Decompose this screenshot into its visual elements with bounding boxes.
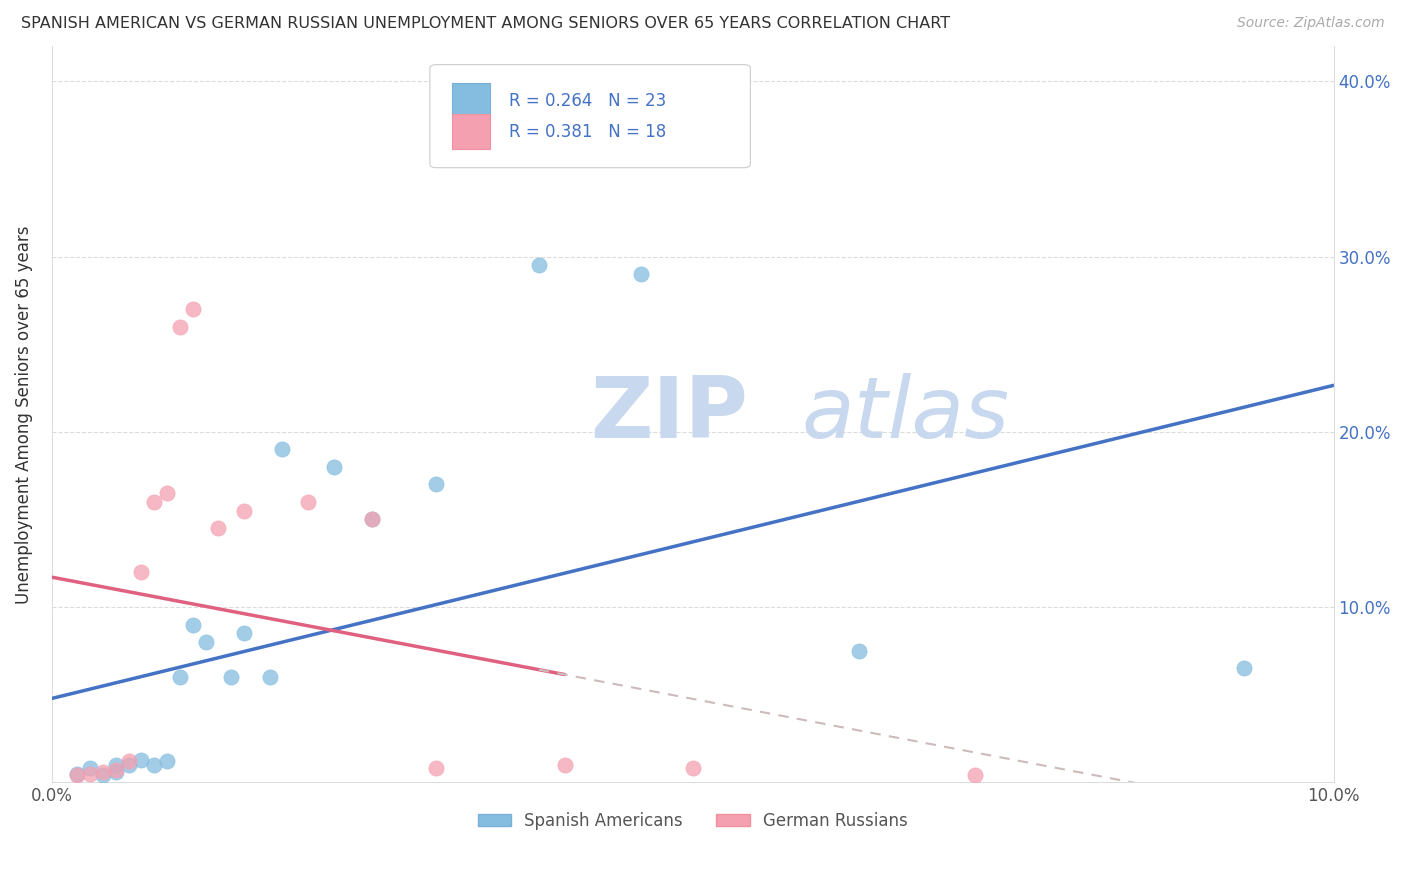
- Point: [194, 635, 217, 649]
- Point: [156, 754, 179, 768]
- Point: [271, 442, 294, 457]
- Point: [104, 763, 127, 777]
- Point: [963, 768, 986, 782]
- Point: [118, 754, 141, 768]
- Point: [79, 761, 101, 775]
- Point: [169, 319, 191, 334]
- Text: SPANISH AMERICAN VS GERMAN RUSSIAN UNEMPLOYMENT AMONG SENIORS OVER 65 YEARS CORR: SPANISH AMERICAN VS GERMAN RUSSIAN UNEMP…: [21, 16, 950, 31]
- Point: [361, 512, 384, 526]
- Point: [66, 766, 89, 780]
- Point: [630, 267, 652, 281]
- Point: [233, 626, 256, 640]
- Point: [322, 459, 344, 474]
- Point: [181, 617, 204, 632]
- Bar: [451, 114, 491, 149]
- Text: atlas: atlas: [801, 373, 1010, 456]
- Point: [682, 761, 704, 775]
- Point: [79, 766, 101, 780]
- Text: Source: ZipAtlas.com: Source: ZipAtlas.com: [1237, 16, 1385, 30]
- Legend: Spanish Americans, German Russians: Spanish Americans, German Russians: [471, 805, 914, 837]
- Point: [233, 504, 256, 518]
- Point: [66, 768, 89, 782]
- Bar: [451, 83, 491, 119]
- Point: [118, 757, 141, 772]
- Point: [181, 302, 204, 317]
- Point: [219, 670, 242, 684]
- Point: [131, 753, 153, 767]
- Point: [425, 477, 447, 491]
- Point: [169, 670, 191, 684]
- Point: [297, 495, 319, 509]
- FancyBboxPatch shape: [430, 64, 751, 168]
- Point: [143, 495, 166, 509]
- Point: [156, 486, 179, 500]
- Point: [848, 644, 870, 658]
- Point: [553, 757, 575, 772]
- Point: [104, 764, 127, 779]
- Y-axis label: Unemployment Among Seniors over 65 years: Unemployment Among Seniors over 65 years: [15, 225, 32, 604]
- Point: [91, 768, 114, 782]
- Point: [259, 670, 281, 684]
- Point: [104, 757, 127, 772]
- Point: [207, 521, 229, 535]
- Text: R = 0.264   N = 23: R = 0.264 N = 23: [509, 92, 666, 110]
- Text: R = 0.381   N = 18: R = 0.381 N = 18: [509, 122, 666, 141]
- Text: ZIP: ZIP: [591, 373, 748, 456]
- Point: [131, 565, 153, 579]
- Point: [1233, 661, 1256, 675]
- Point: [143, 757, 166, 772]
- Point: [91, 764, 114, 779]
- Point: [425, 761, 447, 775]
- Point: [361, 512, 384, 526]
- Point: [527, 258, 550, 272]
